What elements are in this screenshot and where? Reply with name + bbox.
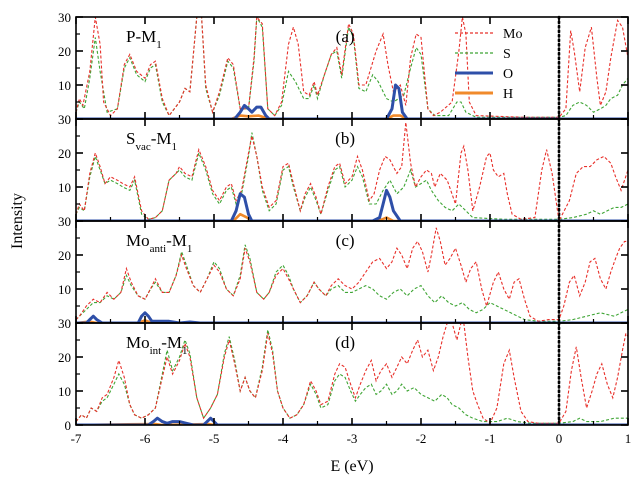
- panel-b: 10 20 30 Svac-M1 (b): [58, 112, 629, 223]
- x-axis-title: E (eV): [330, 458, 373, 475]
- panel-d: 0 10 20 30 Moint-M1 (d): [58, 316, 629, 433]
- x-tick-label: -6: [140, 431, 151, 446]
- y-tick-label-a: 10: [58, 78, 71, 93]
- y-tick-label-d: 20: [58, 350, 71, 365]
- y-tick-label-b: 30: [58, 112, 71, 127]
- panel-tag-c: (c): [336, 231, 355, 250]
- y-tick-label-d: 0: [65, 418, 72, 433]
- x-tick-label: -5: [209, 431, 220, 446]
- series-o-a: [76, 83, 628, 119]
- y-tick-label-d: 30: [58, 316, 71, 331]
- series-s-a: [76, 17, 628, 118]
- legend-label-o: O: [503, 67, 513, 82]
- y-tick-label-c: 20: [58, 248, 71, 263]
- x-tick-label: -4: [278, 431, 289, 446]
- panel-label-a: P-M1: [126, 27, 162, 51]
- series-s-c: [76, 244, 628, 322]
- panels-layer: 10 20 30 P-M1 (a) 10 20 30 Svac-M1 (b) 10 20 30 Moant…: [58, 10, 629, 433]
- y-axis-title: Intensity: [9, 193, 26, 249]
- y-tick-label-b: 20: [58, 146, 71, 161]
- x-tick-label: -7: [71, 431, 82, 446]
- series-s-b: [76, 132, 628, 220]
- y-tick-label-a: 30: [58, 10, 71, 25]
- x-tick-label: 1: [625, 431, 632, 446]
- series-s-d: [76, 329, 628, 424]
- y-tick-label-b: 10: [58, 180, 71, 195]
- x-axis: -7 -6 -5 -4 -3 -2 -1 0 1: [71, 431, 632, 446]
- series-o-b: [76, 188, 628, 221]
- panel-c: 10 20 30 Moanti-M1 (c): [58, 214, 629, 325]
- series-mo-d: [76, 323, 628, 425]
- panel-label-b: Svac-M1: [126, 129, 177, 153]
- x-tick-label: -3: [347, 431, 358, 446]
- x-tick-label: 0: [556, 431, 563, 446]
- x-tick-label: -2: [416, 431, 427, 446]
- series-o-d: [76, 416, 628, 425]
- series-h-b: [76, 212, 628, 221]
- panel-tag-a: (a): [336, 27, 355, 46]
- y-tick-label-c: 10: [58, 282, 71, 297]
- legend-label-mo: Mo: [503, 27, 522, 42]
- panel-label-d: Moint-M1: [126, 333, 188, 357]
- panel-tag-d: (d): [335, 333, 355, 352]
- legend-label-s: S: [503, 47, 511, 62]
- legend: Mo SOH: [455, 27, 522, 102]
- y-tick-label-d: 10: [58, 384, 71, 399]
- x-tick-label: -1: [485, 431, 496, 446]
- series-mo-c: [76, 227, 628, 322]
- series-mo-a: [76, 17, 628, 118]
- panel-tag-b: (b): [335, 129, 355, 148]
- series-mo-b: [76, 122, 628, 221]
- y-tick-label-a: 20: [58, 44, 71, 59]
- y-tick-label-c: 30: [58, 214, 71, 229]
- panel-label-c: Moanti-M1: [126, 231, 192, 255]
- panel-a: 10 20 30 P-M1 (a): [58, 10, 629, 121]
- legend-label-h: H: [503, 87, 513, 102]
